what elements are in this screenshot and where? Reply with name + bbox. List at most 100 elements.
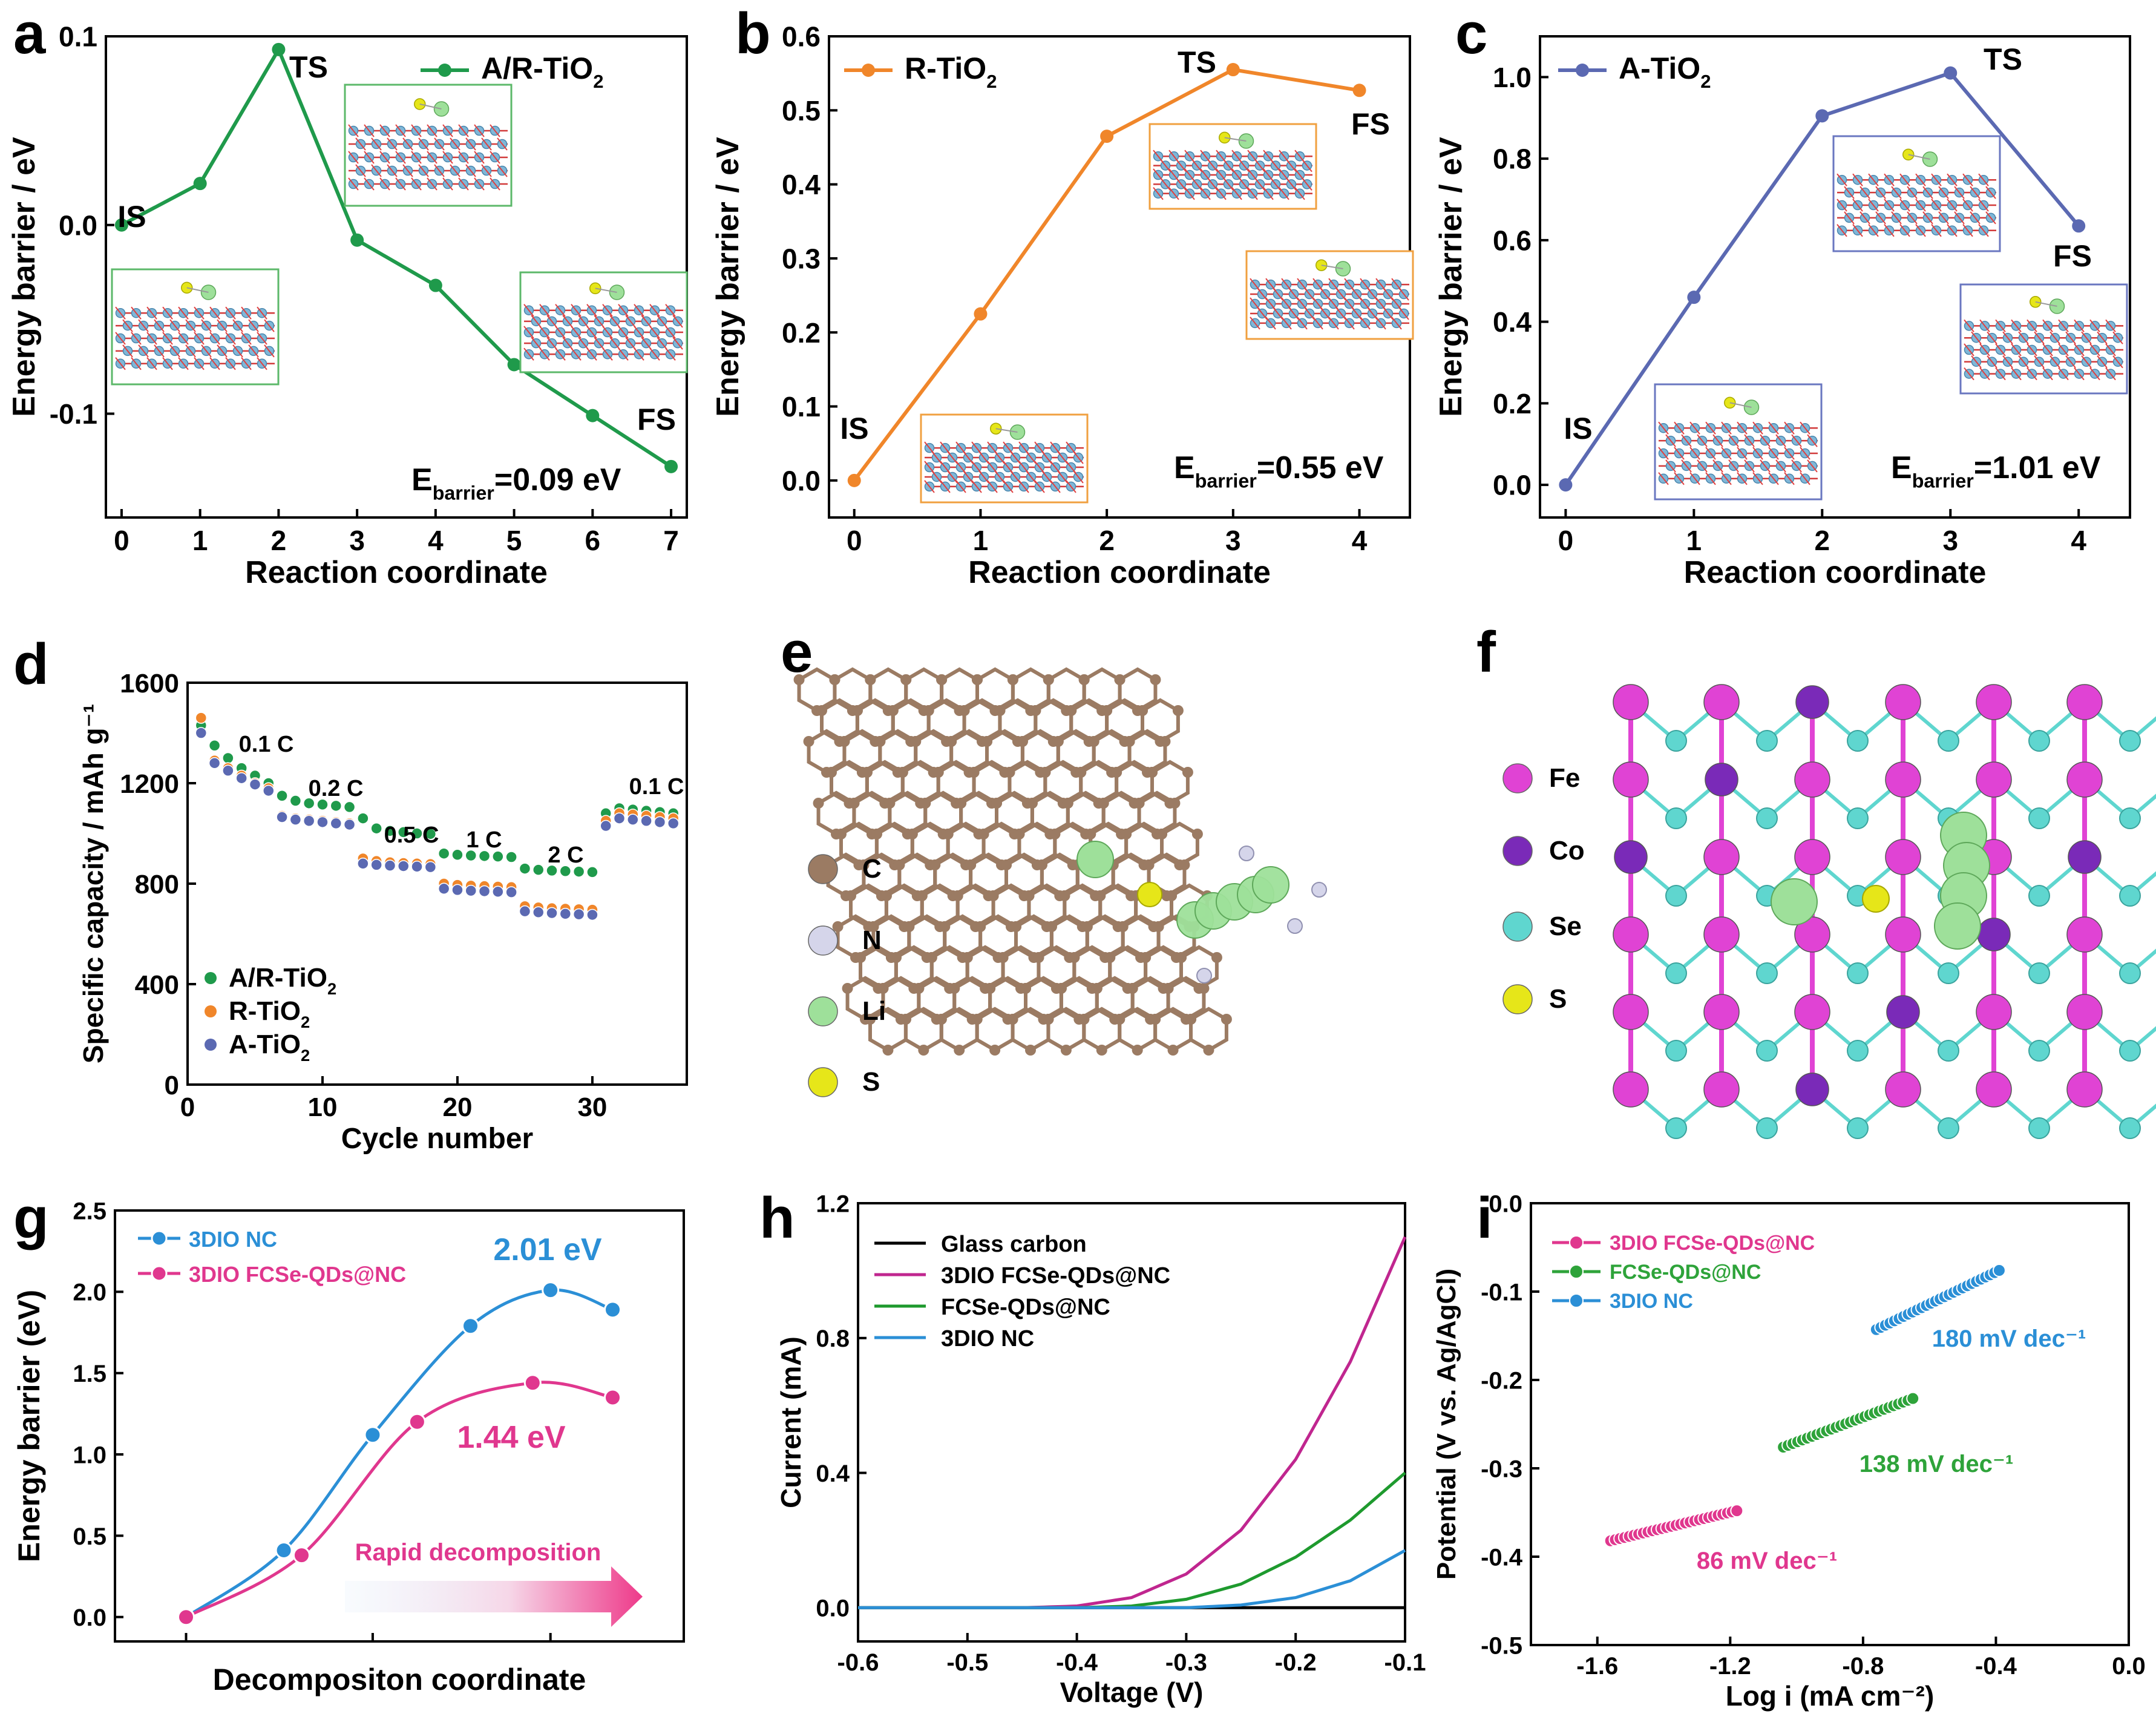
c-ring [1137, 790, 1177, 836]
c-atom [985, 983, 996, 994]
o-bond [578, 337, 589, 350]
y-tick-label: 0.2 [1493, 388, 1532, 419]
rate-label: 0.1 C [629, 774, 684, 800]
o-bond [2027, 319, 2037, 333]
fe-atom [1613, 994, 1649, 1030]
o-bond [115, 306, 126, 320]
o-bond [131, 357, 142, 370]
legend-label: C [862, 854, 882, 884]
n-atom [1196, 968, 1212, 984]
o-bond [427, 151, 437, 164]
c-atom [1191, 829, 1203, 839]
x-tick-label: 20 [442, 1092, 472, 1122]
o-bond [1852, 199, 1863, 212]
o-bond [602, 304, 613, 317]
o-bond [225, 357, 236, 370]
c-atom [894, 859, 905, 870]
c-atom [932, 767, 944, 778]
o-bond [355, 164, 366, 177]
data-point [1906, 1391, 1920, 1405]
c-atom [1069, 952, 1080, 963]
c-atom [1104, 952, 1116, 963]
data-point [411, 861, 423, 873]
o-bond [232, 344, 243, 358]
c-atom [1127, 983, 1138, 994]
o-bond [2058, 319, 2069, 333]
o-bond [364, 151, 375, 164]
c-atom [939, 921, 951, 932]
c-atom [1121, 829, 1132, 839]
o-bond [634, 326, 644, 339]
o-bond [657, 315, 667, 328]
plot-frame [1530, 1202, 2130, 1646]
o-bond [1286, 177, 1297, 191]
x-tick-label: -0.6 [837, 1649, 879, 1676]
o-bond [418, 164, 429, 177]
o-bond [1239, 159, 1250, 172]
data-point [364, 1426, 382, 1444]
data-point [572, 866, 585, 878]
x-tick-label: 1 [973, 525, 989, 556]
o-bond [1168, 187, 1179, 200]
data-point [357, 812, 369, 824]
o-bond [1254, 177, 1265, 191]
c-ring [1150, 760, 1190, 806]
c-atom [1078, 1014, 1090, 1025]
structure-inset [1959, 283, 2128, 395]
o-bond [1954, 211, 1965, 225]
o-bond [1160, 159, 1171, 172]
o-bond [2027, 343, 2037, 356]
o-bond [115, 357, 126, 370]
o-bond [578, 315, 589, 328]
o-bond [971, 480, 982, 493]
o-bond [1658, 421, 1669, 435]
legend-label: 3DIO FCSe-QDs@NC [1610, 1232, 1815, 1255]
series-curve [185, 1381, 614, 1618]
data-point [330, 817, 342, 830]
fe-atom [2066, 684, 2103, 720]
rate-label: 0.1 C [239, 732, 294, 757]
y-tick-label: 0.6 [782, 21, 821, 53]
o-bond [1922, 186, 1933, 199]
o-bond [395, 177, 406, 191]
o-bond [531, 315, 542, 328]
o-bond [1398, 287, 1409, 301]
c-atom [952, 890, 963, 901]
o-bond [1938, 211, 1949, 225]
o-bond [1737, 447, 1748, 460]
o-bond [450, 164, 460, 177]
o-bond [649, 347, 660, 361]
o-bond [1931, 199, 1942, 212]
y-tick-label: 0.4 [816, 1460, 850, 1487]
x-tick-label: 5 [506, 525, 522, 556]
o-bond [418, 137, 429, 151]
o-bond [1907, 186, 1918, 199]
fe-atom [2066, 761, 2103, 798]
c-atom [839, 736, 850, 747]
c-atom [1060, 1045, 1072, 1056]
o-bond [1073, 451, 1084, 464]
li-s-bond [995, 428, 1018, 433]
o-bond [1760, 459, 1771, 473]
o-bond [571, 347, 582, 361]
data-point [586, 908, 598, 921]
o-bond [1979, 343, 1990, 356]
c-atom [1150, 1014, 1161, 1025]
o-bond [146, 306, 157, 320]
legend-label: Co [1549, 836, 1585, 866]
legend-marker [438, 64, 451, 77]
o-bond [1665, 459, 1676, 473]
c-atom [1020, 983, 1032, 994]
o-bond [602, 347, 613, 361]
peak-annotation: 1.44 eV [457, 1420, 566, 1455]
data-point [492, 850, 504, 862]
point-label-is: IS [117, 200, 146, 234]
y-tick-label: 0.6 [1493, 225, 1532, 256]
o-bond [1297, 317, 1308, 330]
point-label-ts: TS [1984, 42, 2022, 76]
data-point [505, 886, 517, 898]
data-point [330, 800, 342, 812]
o-bond [1868, 173, 1879, 186]
fe-atom [1613, 1071, 1649, 1108]
plot-frame [857, 1202, 1406, 1643]
